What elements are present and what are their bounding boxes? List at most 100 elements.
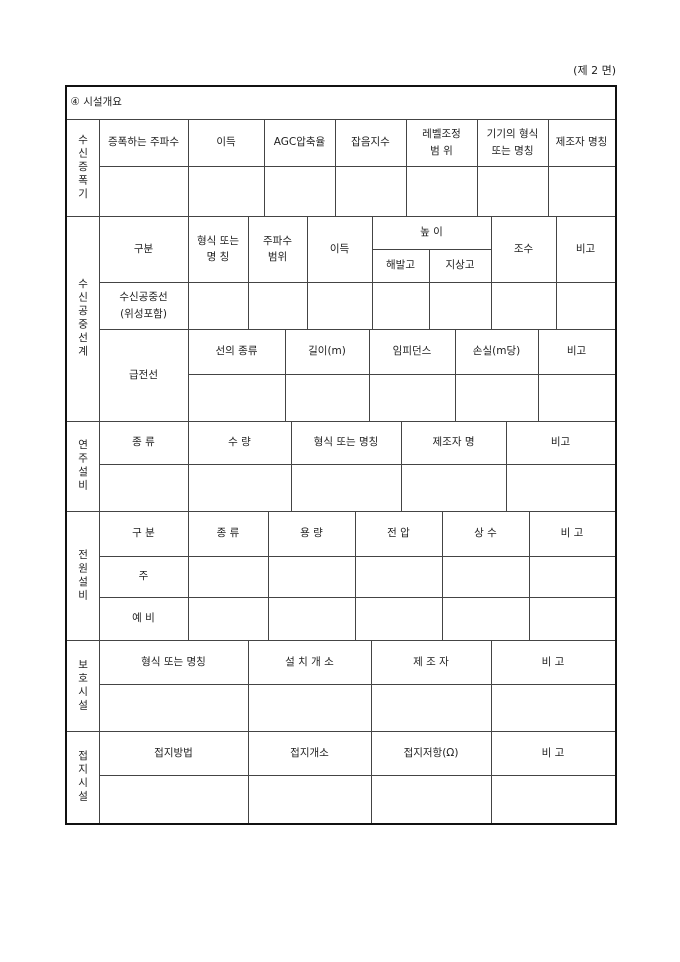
feeder-entry-cell[interactable] (368, 373, 456, 422)
grounding-facility-label-text: 접지시설 (76, 750, 89, 804)
receiver-amplifier-entry-cell[interactable] (263, 165, 336, 217)
studio-equipment-label-text: 연주설비 (76, 439, 89, 493)
antenna-header-height: 높 이 (371, 215, 492, 250)
receiver-amplifier-entry-cell[interactable] (476, 165, 549, 217)
protection-header: 제 조 자 (370, 639, 492, 685)
antenna-entry-cell[interactable] (428, 281, 492, 330)
feeder-entry-cell[interactable] (187, 373, 286, 422)
feeder-entry-cell[interactable] (284, 373, 370, 422)
studio-header: 비고 (505, 420, 616, 465)
power-header: 상 수 (441, 510, 530, 557)
power-header: 전 압 (354, 510, 443, 557)
studio-header: 형식 또는 명칭 (290, 420, 402, 465)
receiver-amplifier-header: 잡음지수 (334, 118, 407, 167)
protection-entry-cell[interactable] (98, 683, 249, 732)
receiver-amplifier-label-text: 수신증폭기 (76, 133, 89, 202)
power-row-backup-label: 예 비 (98, 596, 189, 641)
protection-entry-cell[interactable] (490, 683, 616, 732)
studio-entry-cell[interactable] (290, 463, 402, 512)
grounding-header: 접지방법 (98, 730, 249, 776)
receiver-amplifier-entry-cell[interactable] (334, 165, 407, 217)
power-main-entry-cell[interactable] (187, 555, 269, 598)
power-row-main-label: 주 (98, 555, 189, 598)
power-main-entry-cell[interactable] (354, 555, 443, 598)
page-number-label: (제 2 면) (573, 64, 616, 77)
receiver-amplifier-label: 수신증폭기 (65, 118, 100, 217)
protection-facility-label: 보호시설 (65, 639, 100, 732)
antenna-entry-cell[interactable] (187, 281, 249, 330)
receiver-amplifier-entry-cell[interactable] (405, 165, 478, 217)
grounding-entry-cell[interactable] (370, 774, 492, 824)
grounding-entry-cell[interactable] (98, 774, 249, 824)
feeder-header: 길이(m) (284, 328, 370, 375)
antenna-header-elements: 조수 (490, 215, 557, 283)
feeder-header: 비고 (537, 328, 616, 375)
receiver-amplifier-header: 이득 (187, 118, 265, 167)
antenna-entry-cell[interactable] (371, 281, 430, 330)
receiver-amplifier-header: AGC압축율 (263, 118, 336, 167)
power-main-entry-cell[interactable] (267, 555, 356, 598)
studio-entry-cell[interactable] (400, 463, 507, 512)
antenna-header-remarks: 비고 (555, 215, 616, 283)
antenna-entry-cell[interactable] (555, 281, 616, 330)
antenna-system-label-text: 수신공중선계 (76, 278, 89, 359)
studio-entry-cell[interactable] (98, 463, 189, 512)
receiver-amplifier-entry-cell[interactable] (187, 165, 265, 217)
protection-header: 형식 또는 명칭 (98, 639, 249, 685)
antenna-row-label: 수신공중선 (위성포함) (98, 281, 189, 330)
grounding-header: 비 고 (490, 730, 616, 776)
grounding-header: 접지저항(Ω) (370, 730, 492, 776)
receiver-amplifier-entry-cell[interactable] (547, 165, 616, 217)
grounding-header: 접지개소 (247, 730, 372, 776)
studio-equipment-label: 연주설비 (65, 420, 100, 512)
receiver-amplifier-header: 제조자 명칭 (547, 118, 616, 167)
protection-header: 설 치 개 소 (247, 639, 372, 685)
antenna-entry-cell[interactable] (490, 281, 557, 330)
feeder-label: 급전선 (98, 328, 189, 422)
studio-header: 제조자 명 (400, 420, 507, 465)
receiver-amplifier-header: 증폭하는 주파수 (98, 118, 189, 167)
power-backup-entry-cell[interactable] (187, 596, 269, 641)
grounding-entry-cell[interactable] (490, 774, 616, 824)
studio-header: 수 량 (187, 420, 292, 465)
power-backup-entry-cell[interactable] (441, 596, 530, 641)
antenna-header-ground-height: 지상고 (428, 248, 492, 283)
power-header: 구 분 (98, 510, 189, 557)
studio-entry-cell[interactable] (187, 463, 292, 512)
antenna-header-type: 형식 또는 명 칭 (187, 215, 249, 283)
studio-entry-cell[interactable] (505, 463, 616, 512)
grounding-entry-cell[interactable] (247, 774, 372, 824)
receiver-amplifier-entry-cell[interactable] (98, 165, 189, 217)
power-backup-entry-cell[interactable] (528, 596, 616, 641)
power-header: 종 류 (187, 510, 269, 557)
protection-entry-cell[interactable] (247, 683, 372, 732)
antenna-header-category: 구분 (98, 215, 189, 283)
antenna-header-frequency-range: 주파수 범위 (247, 215, 308, 283)
receiver-amplifier-header: 레벨조정 범 위 (405, 118, 478, 167)
protection-header: 비 고 (490, 639, 616, 685)
power-backup-entry-cell[interactable] (267, 596, 356, 641)
feeder-header: 손실(m당) (454, 328, 539, 375)
protection-facility-label-text: 보호시설 (76, 658, 89, 713)
power-backup-entry-cell[interactable] (354, 596, 443, 641)
receiver-amplifier-header: 기기의 형식 또는 명칭 (476, 118, 549, 167)
power-equipment-label-text: 전원설비 (76, 548, 89, 603)
power-header: 용 량 (267, 510, 356, 557)
power-main-entry-cell[interactable] (528, 555, 616, 598)
grounding-facility-label: 접지시설 (65, 730, 100, 824)
antenna-header-altitude: 해발고 (371, 248, 430, 283)
antenna-entry-cell[interactable] (247, 281, 308, 330)
studio-header: 종 류 (98, 420, 189, 465)
power-header: 비 고 (528, 510, 616, 557)
power-equipment-label: 전원설비 (65, 510, 100, 641)
feeder-header: 임피던스 (368, 328, 456, 375)
feeder-header: 선의 종류 (187, 328, 286, 375)
antenna-header-gain: 이득 (306, 215, 373, 283)
feeder-entry-cell[interactable] (537, 373, 616, 422)
section-title: ④ 시설개요 (65, 85, 616, 120)
feeder-entry-cell[interactable] (454, 373, 539, 422)
antenna-system-label: 수신공중선계 (65, 215, 100, 422)
antenna-entry-cell[interactable] (306, 281, 373, 330)
power-main-entry-cell[interactable] (441, 555, 530, 598)
protection-entry-cell[interactable] (370, 683, 492, 732)
